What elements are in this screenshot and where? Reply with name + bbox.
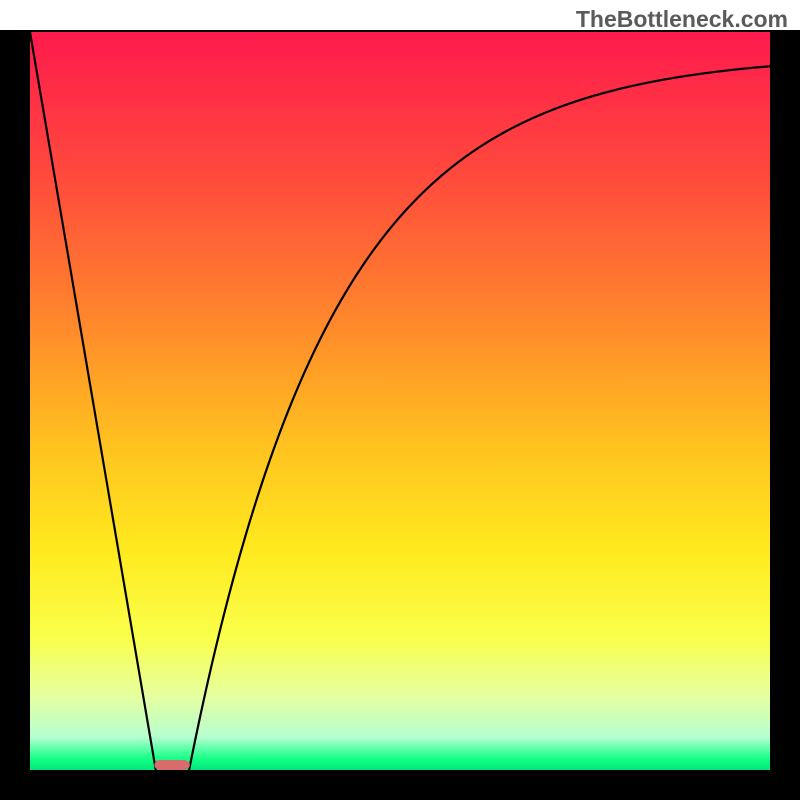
plot-background [30, 32, 770, 770]
chart-container: TheBottleneck.com [0, 0, 800, 800]
bottleneck-chart [0, 0, 800, 800]
watermark-text: TheBottleneck.com [576, 6, 788, 33]
optimal-range-bar [154, 760, 190, 770]
